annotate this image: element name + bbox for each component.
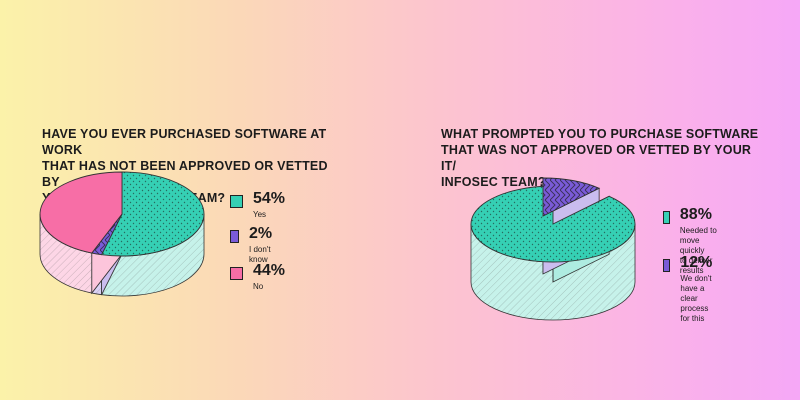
legend-label-move-quickly-line-2: to deliver results [679,256,713,275]
legend-swatch-no-process [663,259,671,272]
legend-label-dont-know: I don't know [249,245,271,264]
chart-1-title-line-1: HAVE YOU EVER PURCHASED SOFTWARE AT WORK [42,127,327,157]
legend-label-no: No [253,282,264,291]
chart-2-slice-1-pattern [471,186,636,263]
legend-swatch-yes [230,195,243,208]
chart-1-legend-no: 44% No [230,262,285,292]
chart-1-slice-1-wall-shade [101,214,204,296]
chart-1-slice-3-wall-shade [40,214,92,294]
chart-2-title-line-1: WHAT PROMPTED YOU TO PURCHASE SOFTWARE [441,127,759,141]
legend-value-dont-know: 2% [249,225,273,242]
chart-2-title-line-3: INFOSEC TEAM? [441,175,546,189]
legend-label-no-process-line-2: process for this [680,304,709,323]
chart-1-slice-1-pattern [101,172,204,256]
chart-2-legend-no-process: 12% We don't have a clear process for th… [663,254,718,324]
legend-label-move-quickly-line-1: Needed to move quickly [679,226,717,255]
chart-1-slice-3-top [39,171,123,254]
chart-1-title: HAVE YOU EVER PURCHASED SOFTWARE AT WORK… [42,126,342,206]
legend-swatch-move-quickly [663,211,670,224]
chart-2-tops [470,177,636,263]
chart-2-title-line-2: THAT WAS NOT APPROVED OR VETTED BY YOUR … [441,143,752,173]
legend-value-yes: 54% [253,190,286,207]
chart-1-legend-dont-know: 2% I don't know [230,225,276,265]
legend-value-no: 44% [253,262,286,279]
chart-1-title-line-2: THAT HAS NOT BEEN APPROVED OR VETTED BY [42,159,328,189]
chart-2-slice-2-pattern [543,178,600,216]
legend-value-move-quickly: 88% [679,206,712,223]
legend-label-yes: Yes [253,210,267,219]
legend-swatch-dont-know [230,230,240,243]
chart-2-title: WHAT PROMPTED YOU TO PURCHASE SOFTWARE T… [441,126,761,190]
legend-label-no-process-line-1: We don't have a clear [680,274,712,303]
chart-2-legend-move-quickly: 88% Needed to move quickly to deliver re… [663,206,718,276]
legend-swatch-no [230,267,243,280]
chart-1-legend-yes: 54% Yes [230,190,285,220]
legend-value-no-process: 12% [680,254,713,271]
chart-1-tops [39,171,205,257]
